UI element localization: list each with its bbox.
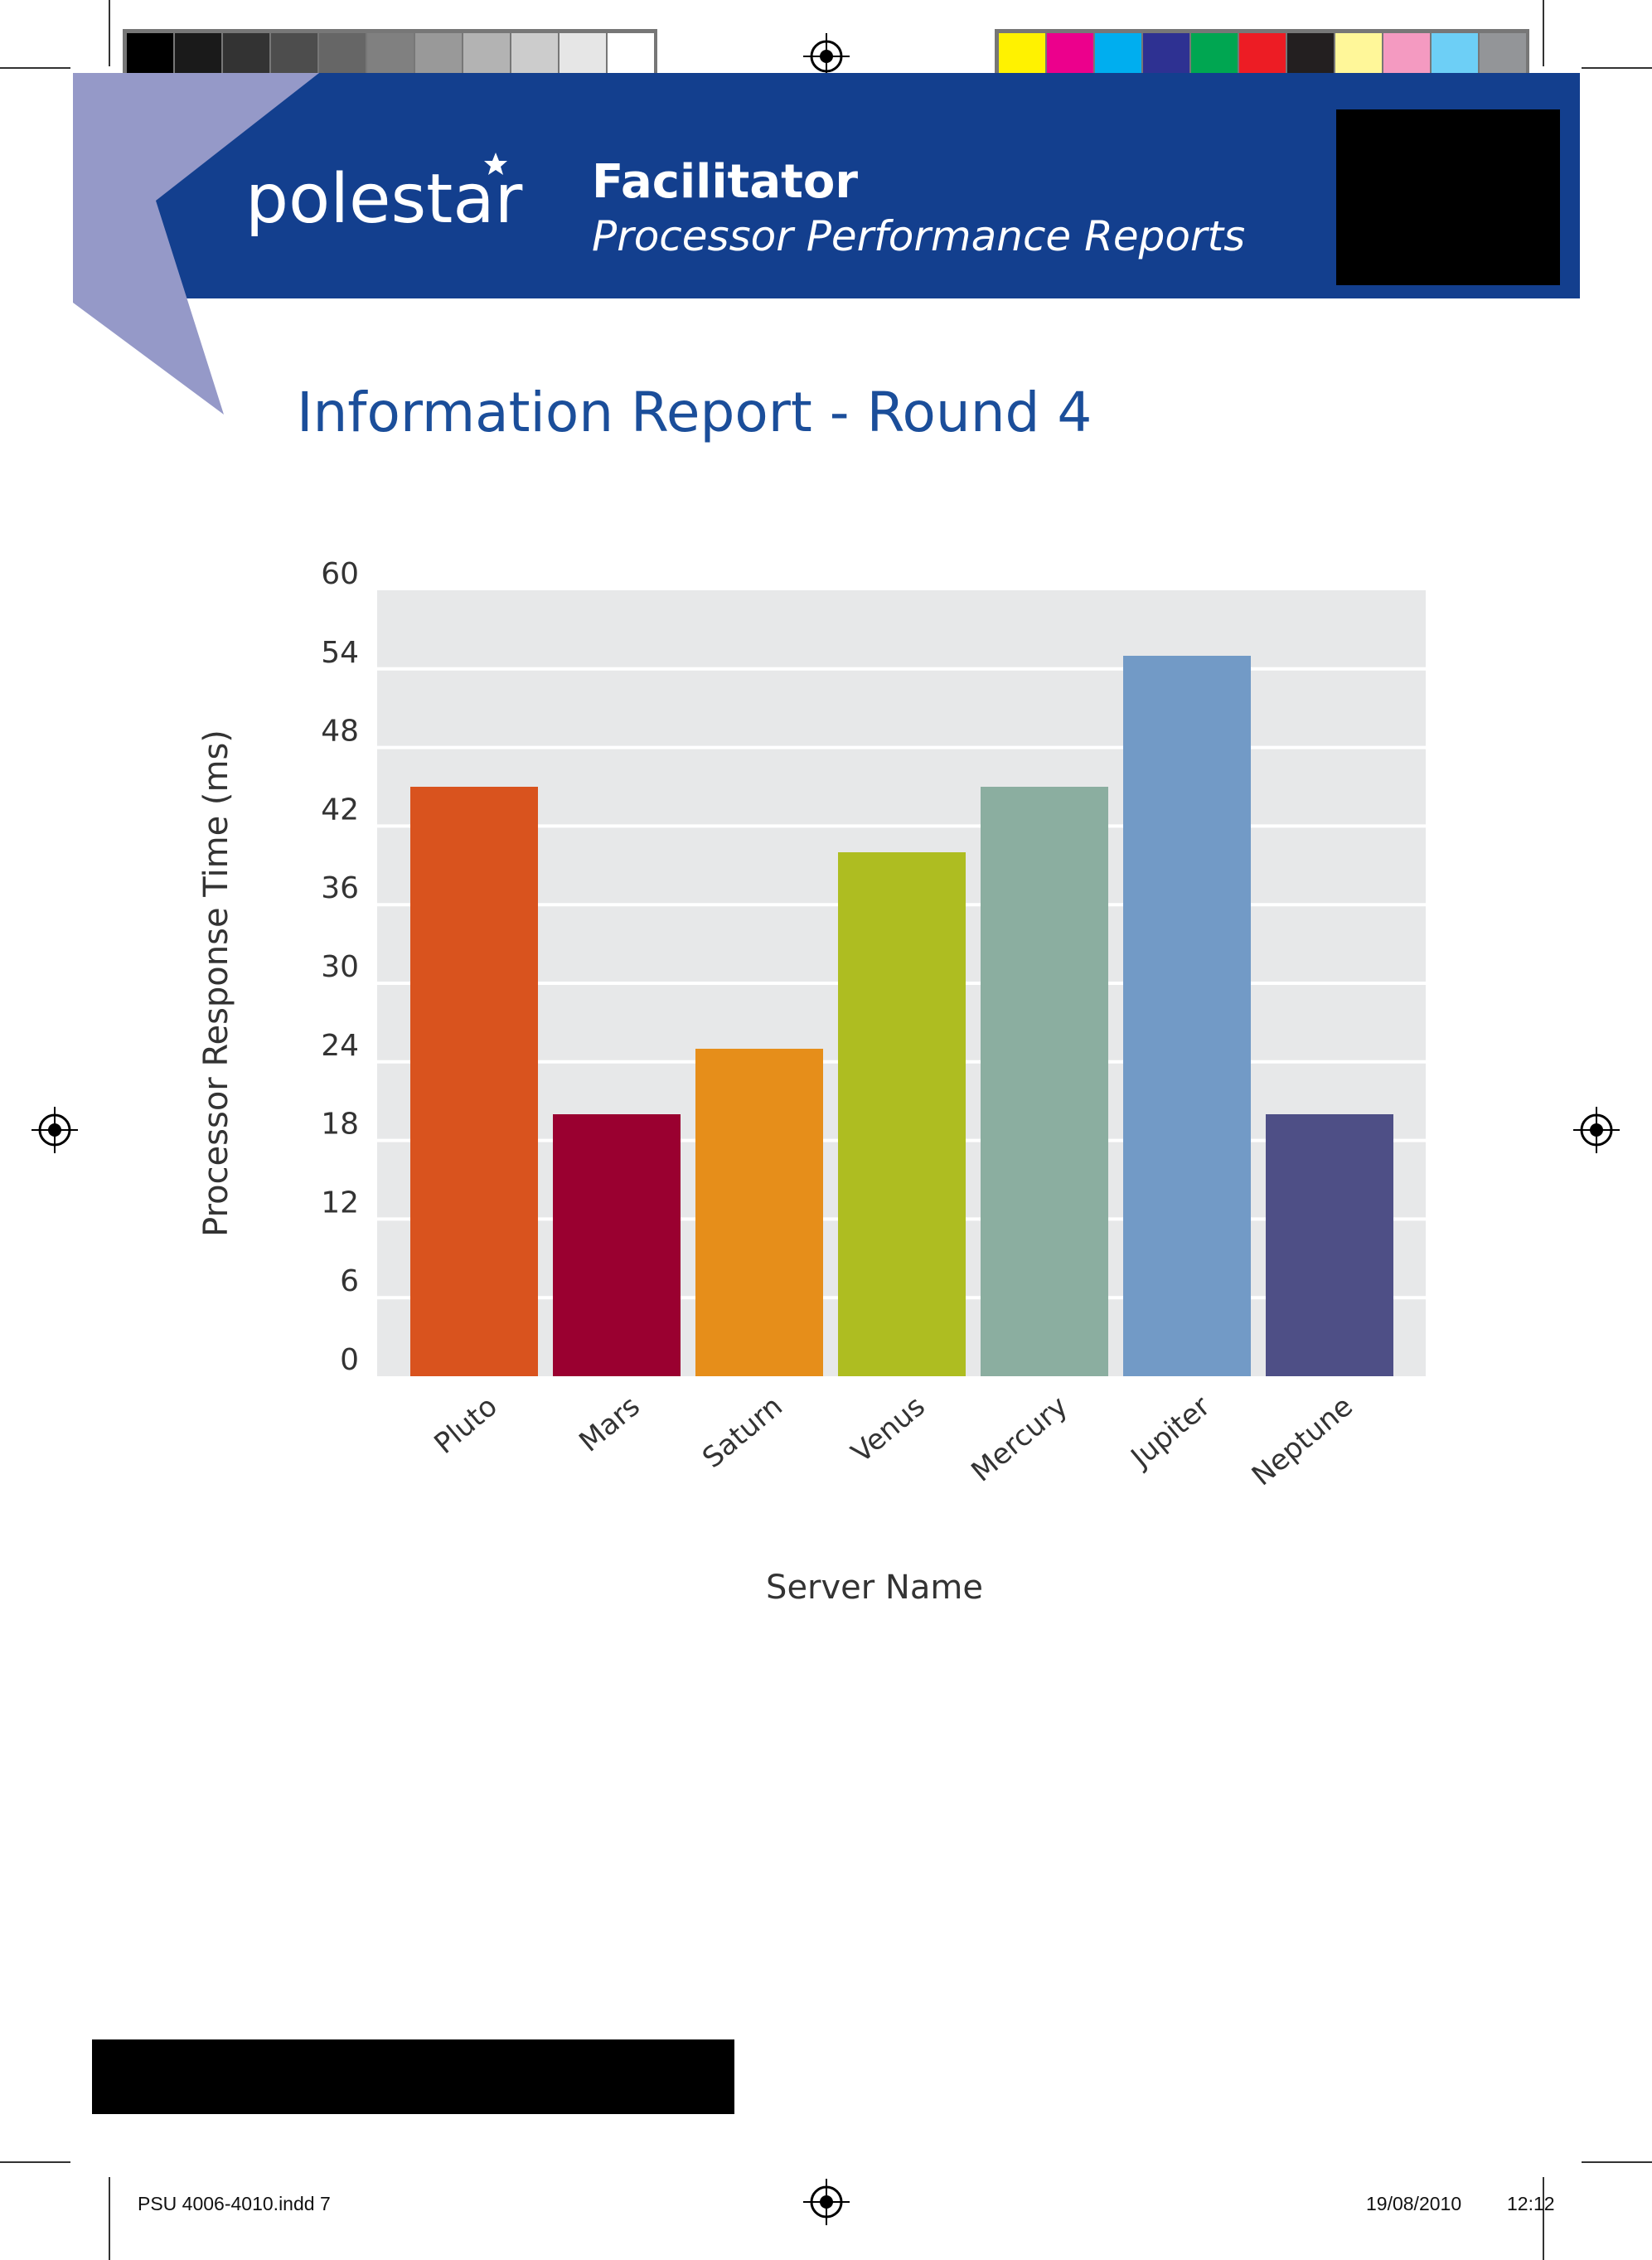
x-axis-label: Server Name: [766, 1569, 983, 1607]
file-slug: PSU 4006-4010.indd 7: [138, 2193, 331, 2214]
y-tick-label: 42: [321, 793, 359, 827]
y-tick-label: 12: [321, 1186, 359, 1220]
x-tick-label: Jupiter: [1124, 1389, 1217, 1475]
x-tick-label: Saturn: [696, 1389, 789, 1475]
y-axis-label: Processor Response Time (ms): [197, 730, 235, 1237]
y-tick-label: 18: [321, 1108, 359, 1142]
y-tick-label: 0: [340, 1343, 359, 1377]
x-tick-label: Venus: [845, 1389, 932, 1469]
color-swatch: [1239, 33, 1286, 76]
x-tick-label: Mercury: [965, 1389, 1073, 1488]
header-subtitle: Processor Performance Reports: [592, 212, 1245, 260]
star-icon: [484, 153, 507, 175]
color-swatch: [1432, 33, 1478, 76]
redaction-box: [1336, 109, 1560, 285]
color-swatch: [1383, 33, 1430, 76]
gray-swatch: [415, 33, 462, 76]
color-swatch: [1143, 33, 1189, 76]
bar-mars: [553, 1114, 681, 1376]
bar-jupiter: [1123, 656, 1251, 1376]
bar-pluto: [410, 787, 538, 1376]
color-swatch: [1480, 33, 1526, 76]
gray-swatch-strip: [123, 29, 657, 80]
y-tick-label: 48: [321, 715, 359, 749]
color-swatch: [1287, 33, 1334, 76]
gray-swatch: [175, 33, 221, 76]
bar-venus: [838, 852, 966, 1376]
registration-mark-icon: [803, 2179, 850, 2225]
y-tick-label: 60: [321, 557, 359, 591]
gray-swatch: [271, 33, 317, 76]
print-time: 12:12: [1507, 2193, 1555, 2214]
registration-mark-icon: [803, 33, 850, 80]
registration-mark-icon: [31, 1107, 78, 1153]
y-tick-label: 36: [321, 871, 359, 905]
gray-swatch: [367, 33, 414, 76]
x-tick-label: Pluto: [428, 1389, 503, 1461]
gray-swatch: [560, 33, 606, 76]
y-tick-label: 30: [321, 950, 359, 984]
gray-swatch: [223, 33, 269, 76]
print-date: 19/08/2010: [1366, 2193, 1461, 2214]
bar-chart: 0 6 12 18 24 30 36 42 48 54 60 Pluto Mars Saturn Venu…: [197, 557, 1426, 1607]
color-swatch-strip: [995, 29, 1529, 80]
header-wedge: [73, 73, 319, 415]
gray-swatch: [511, 33, 558, 76]
gray-swatch: [608, 33, 654, 76]
color-swatch: [1047, 33, 1093, 76]
report-heading: Information Report - Round 4: [297, 381, 1092, 444]
gray-swatch: [463, 33, 510, 76]
y-tick-label: 6: [340, 1264, 359, 1298]
bar-mercury: [981, 787, 1108, 1376]
color-swatch: [1335, 33, 1382, 76]
x-tick-label: Mars: [573, 1389, 646, 1458]
header-banner: [73, 73, 1580, 298]
color-swatch: [999, 33, 1045, 76]
color-swatch: [1191, 33, 1238, 76]
y-tick-label: 24: [321, 1029, 359, 1063]
bar-neptune: [1266, 1114, 1393, 1376]
registration-mark-icon: [1573, 1107, 1620, 1153]
bar-saturn: [695, 1049, 823, 1376]
brand-logo: polestar: [245, 160, 523, 239]
redaction-bar: [92, 2039, 734, 2114]
x-tick-label: Neptune: [1246, 1389, 1359, 1492]
gray-swatch: [127, 33, 173, 76]
header-title: Facilitator: [592, 155, 858, 209]
y-tick-label: 54: [321, 636, 359, 670]
gray-swatch: [319, 33, 366, 76]
color-swatch: [1095, 33, 1141, 76]
